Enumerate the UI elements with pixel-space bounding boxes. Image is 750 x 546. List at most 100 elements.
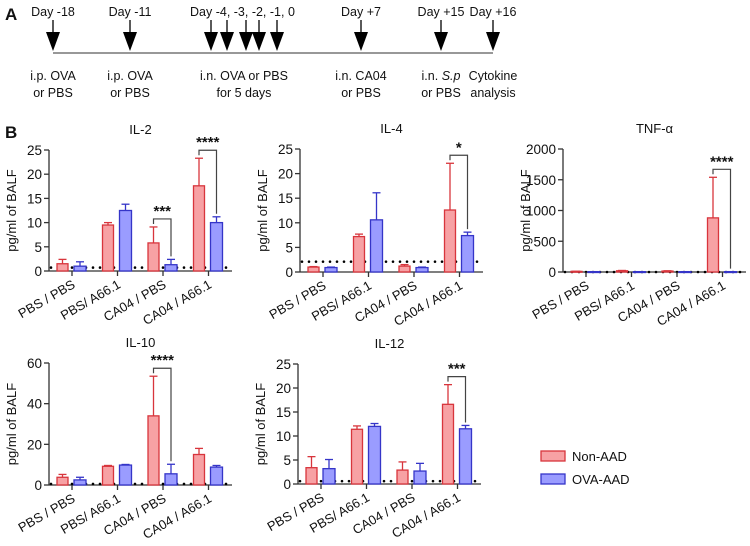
bar-non-aad bbox=[352, 235, 366, 273]
timeline-desc-line2: for 5 days bbox=[217, 86, 272, 100]
down-arrow-icon bbox=[486, 20, 500, 51]
bracket-line bbox=[152, 218, 172, 257]
timeline-day-label: Day +15 bbox=[418, 5, 465, 19]
bar-non-aad bbox=[307, 266, 320, 273]
timeline-desc-line2: or PBS bbox=[110, 86, 150, 100]
y-tick-label: 5 bbox=[283, 453, 291, 468]
y-tick-label: 0 bbox=[285, 265, 293, 280]
y-tick-label: 5 bbox=[285, 240, 293, 255]
timeline-desc-text: i.p. OVA bbox=[30, 69, 76, 83]
chart-title: IL-10 bbox=[126, 335, 156, 350]
bar-ova-aad bbox=[723, 271, 738, 274]
timeline-desc-line1: i.p. OVA bbox=[107, 69, 153, 83]
y-tick-label: 15 bbox=[27, 191, 42, 206]
timeline-desc-line1: Cytokine bbox=[469, 69, 518, 83]
down-arrow-icon bbox=[220, 20, 234, 51]
bar-non-aad bbox=[305, 467, 318, 485]
y-tick-label: 15 bbox=[276, 405, 291, 420]
arrow-head bbox=[220, 32, 234, 51]
bracket-line bbox=[447, 376, 467, 423]
down-arrow-icon bbox=[123, 20, 137, 51]
bar-ova-aad bbox=[460, 234, 475, 273]
y-tick-label: 25 bbox=[27, 143, 42, 158]
chart-title: IL-2 bbox=[129, 122, 151, 137]
y-tick-label: 20 bbox=[276, 381, 291, 396]
bar-ova-aad bbox=[324, 266, 338, 273]
bar-ova-aad bbox=[73, 479, 87, 486]
arrow-head bbox=[270, 32, 284, 51]
legend: Non-AAD OVA-AAD bbox=[540, 449, 630, 487]
significance-stars: **** bbox=[710, 153, 734, 170]
bracket-line bbox=[712, 168, 732, 269]
panel-label-a: A bbox=[5, 5, 17, 24]
bar-non-aad bbox=[350, 428, 364, 485]
significance-stars: **** bbox=[196, 134, 220, 151]
chart-title: IL-12 bbox=[375, 336, 405, 351]
y-tick-label: 1000 bbox=[526, 204, 556, 219]
legend-label: Non-AAD bbox=[572, 449, 627, 464]
bar-ova-aad bbox=[118, 464, 133, 486]
timeline-day-label: Day +7 bbox=[341, 5, 381, 19]
significance-stars: *** bbox=[153, 203, 171, 220]
y-axis-label: pg/ml of BALF bbox=[4, 169, 19, 251]
bar-ova-aad bbox=[369, 219, 384, 273]
significance-stars: **** bbox=[151, 352, 175, 369]
bar-non-aad bbox=[661, 270, 674, 273]
down-arrow-icon bbox=[46, 20, 60, 51]
bar-ova-aad bbox=[164, 473, 178, 486]
legend-swatch bbox=[540, 473, 566, 485]
y-tick-label: 0 bbox=[548, 265, 556, 280]
bar-non-aad bbox=[398, 265, 411, 273]
y-axis-label: pg/ml of BALF bbox=[518, 169, 533, 251]
y-tick-label: 10 bbox=[27, 216, 42, 231]
bar-non-aad bbox=[706, 217, 720, 273]
timeline-desc-line1: i.n. S.p bbox=[422, 69, 461, 83]
bar-non-aad bbox=[101, 465, 115, 486]
timeline-day-label: Day -4, -3, -2, -1, 0 bbox=[190, 5, 295, 19]
bar-ova-aad bbox=[587, 271, 601, 274]
timeline-day-label: Day -18 bbox=[31, 5, 75, 19]
timeline-desc-line2: or PBS bbox=[421, 86, 461, 100]
legend-label: OVA-AAD bbox=[572, 472, 630, 487]
y-tick-label: 25 bbox=[276, 357, 291, 372]
panel-label-b: B bbox=[5, 123, 17, 142]
bar-non-aad bbox=[56, 476, 69, 486]
significance-bracket: **** bbox=[151, 352, 175, 462]
significance-bracket: *** bbox=[152, 203, 172, 257]
timeline-desc-line2: or PBS bbox=[33, 86, 73, 100]
bar-ova-aad bbox=[209, 466, 224, 486]
bar-ova-aad bbox=[367, 425, 382, 485]
down-arrow-icon bbox=[239, 20, 253, 51]
bar-non-aad bbox=[101, 224, 115, 272]
timeline-desc-text: i.n. CA04 bbox=[335, 69, 386, 83]
timeline-desc-text: Cytokine bbox=[469, 69, 518, 83]
significance-bracket: **** bbox=[710, 153, 734, 269]
timeline-desc-text: i.p. OVA bbox=[107, 69, 153, 83]
timeline: Day -18 i.p. OVA or PBS Day -11 i.p. OVA or P… bbox=[30, 5, 517, 100]
y-axis-label: pg/ml of BALF bbox=[253, 383, 268, 465]
down-arrow-icon bbox=[252, 20, 266, 51]
arrow-head bbox=[123, 32, 137, 51]
bar-ova-aad bbox=[415, 266, 429, 273]
timeline-desc-line2: or PBS bbox=[341, 86, 381, 100]
y-tick-label: 500 bbox=[533, 234, 556, 249]
y-tick-label: 10 bbox=[276, 429, 291, 444]
significance-bracket: * bbox=[449, 139, 469, 230]
arrow-head bbox=[252, 32, 266, 51]
bar-ova-aad bbox=[458, 428, 473, 485]
timeline-day-label: Day +16 bbox=[470, 5, 517, 19]
arrow-head bbox=[486, 32, 500, 51]
timeline-day-label: Day -11 bbox=[109, 5, 152, 19]
legend-item-non-aad: Non-AAD bbox=[540, 449, 627, 464]
arrow-head bbox=[354, 32, 368, 51]
bar-non-aad bbox=[147, 415, 160, 486]
legend-item-ova-aad: OVA-AAD bbox=[540, 472, 630, 487]
bracket-line bbox=[152, 367, 172, 462]
y-tick-label: 15 bbox=[278, 191, 293, 206]
